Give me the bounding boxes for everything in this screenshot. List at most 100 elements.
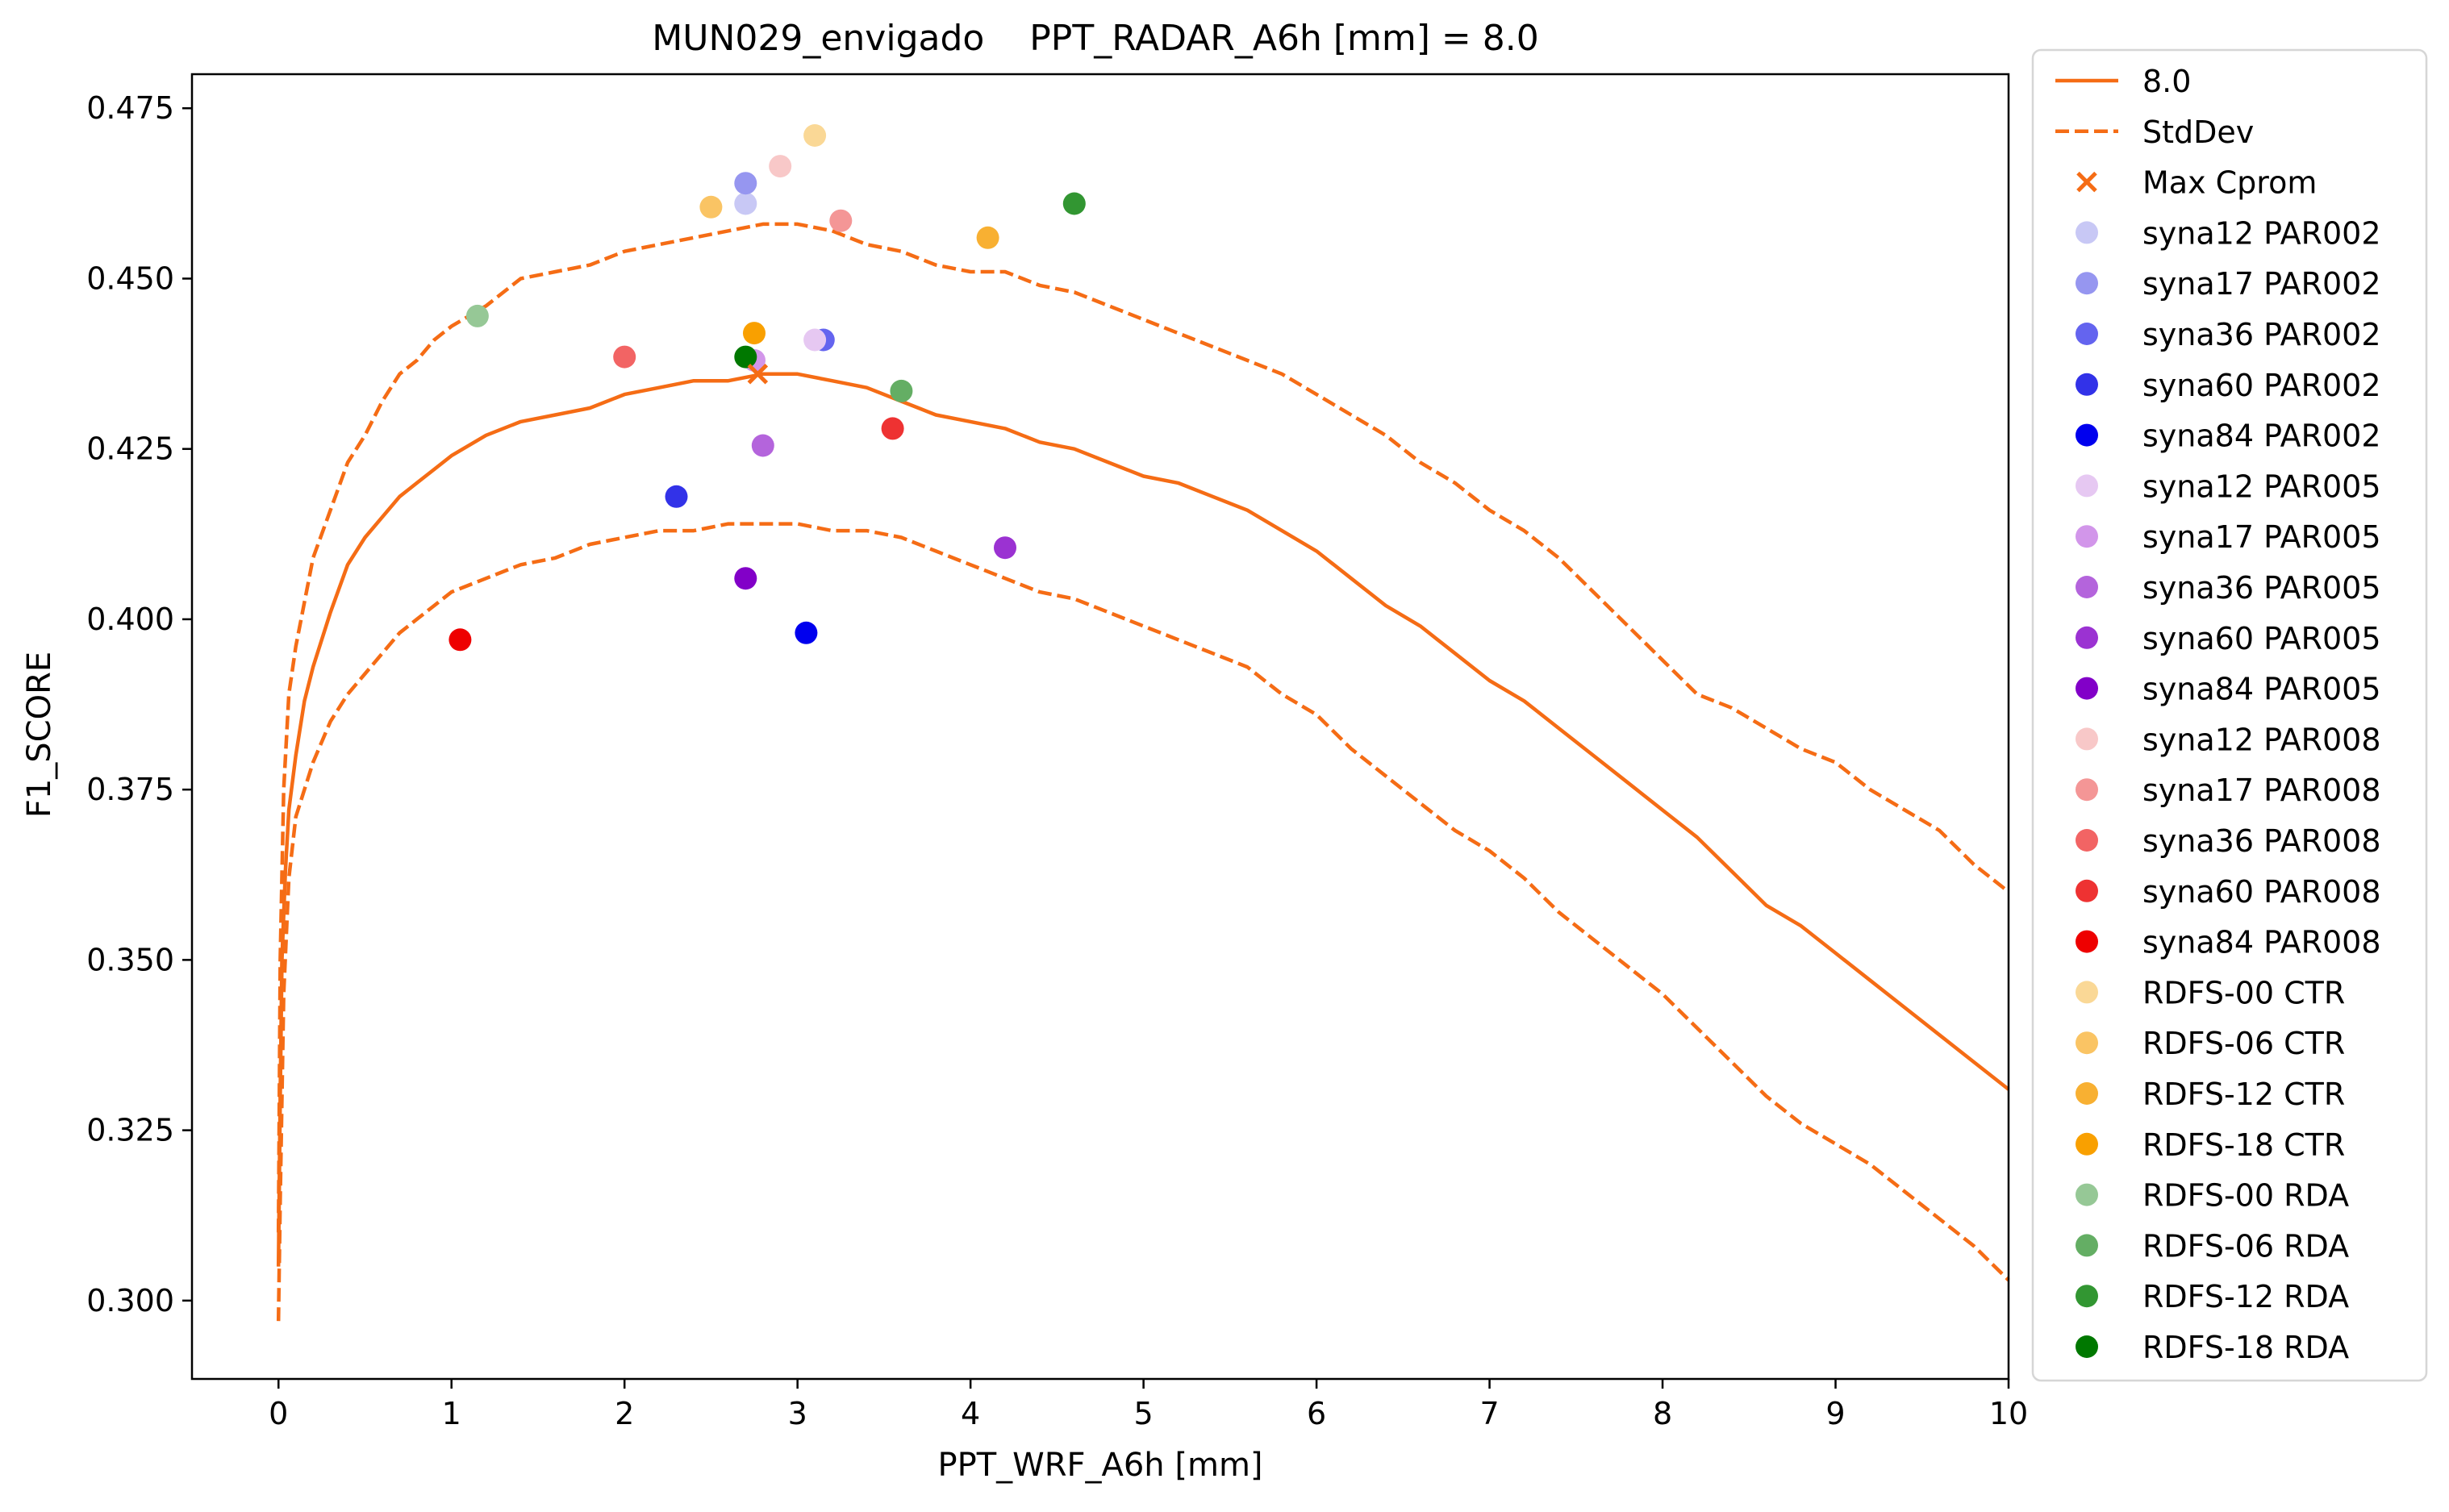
legend-label: RDFS-12 RDA: [2142, 1279, 2349, 1314]
point-syna60-par008: [881, 417, 904, 440]
x-axis-label: PPT_WRF_A6h [mm]: [937, 1447, 1262, 1484]
legend-item: RDFS-18 RDA: [2076, 1330, 2349, 1365]
point-rdfs-12-rda: [1062, 192, 1086, 215]
legend-label: syna12 PAR005: [2142, 469, 2381, 504]
legend-label: 8.0: [2142, 64, 2191, 99]
x-axis: 0 1 2 3 4 5 6 7 8 9 10: [269, 1379, 2028, 1431]
legend-handle-dot: [2076, 981, 2098, 1004]
legend-label: Max Cprom: [2142, 165, 2317, 201]
legend-handle-dot: [2076, 1132, 2098, 1156]
point-rdfs-12-ctr: [976, 226, 999, 249]
legend-label: syna60 PAR005: [2142, 621, 2381, 656]
legend-handle-dot: [2076, 1234, 2098, 1257]
legend-item: RDFS-00 CTR: [2076, 975, 2345, 1010]
point-syna36-par008: [613, 345, 636, 369]
legend-label: syna12 PAR008: [2142, 722, 2381, 757]
y-axis: 0.300 0.325 0.350 0.375 0.400 0.425 0.450 0.475: [86, 90, 192, 1318]
legend-label: syna36 PAR005: [2142, 570, 2381, 606]
legend-label: syna17 PAR008: [2142, 773, 2381, 808]
legend-label: syna36 PAR002: [2142, 317, 2381, 352]
legend-label: RDFS-18 RDA: [2142, 1330, 2349, 1365]
legend-label: syna17 PAR002: [2142, 266, 2381, 302]
legend-label: RDFS-00 RDA: [2142, 1178, 2349, 1214]
point-rdfs-00-ctr: [803, 124, 827, 147]
y-tick-label: 0.400: [86, 602, 174, 637]
legend-handle-dot: [2076, 272, 2098, 295]
legend-handle-dot: [2076, 525, 2098, 548]
legend-label: StdDev: [2142, 115, 2254, 150]
series-line-stddev-2: [276, 222, 2010, 1233]
legend-label: RDFS-12 CTR: [2142, 1077, 2345, 1112]
legend-item: RDFS-18 CTR: [2076, 1127, 2345, 1163]
legend-label: RDFS-18 CTR: [2142, 1127, 2345, 1163]
x-tick-label: 3: [788, 1396, 807, 1431]
legend-item: syna60 PAR005: [2076, 621, 2381, 656]
legend-item: syna60 PAR002: [2076, 368, 2381, 403]
legend-label: syna84 PAR008: [2142, 925, 2381, 960]
point-syna12-par008: [769, 155, 792, 178]
legend-label: syna84 PAR005: [2142, 672, 2381, 707]
point-syna12-par005: [803, 328, 827, 352]
y-tick-label: 0.350: [86, 942, 174, 977]
point-rdfs-18-rda: [734, 345, 757, 369]
point-rdfs-00-rda: [465, 304, 489, 327]
point-syna84-par002: [795, 621, 818, 644]
x-tick-label: 5: [1134, 1396, 1154, 1431]
legend-label: RDFS-06 RDA: [2142, 1228, 2349, 1264]
legend-handle-dot: [2076, 576, 2098, 598]
legend-item: syna17 PAR005: [2076, 519, 2381, 555]
series-line-mean: [276, 372, 2010, 1267]
x-tick-label: 8: [1653, 1396, 1672, 1431]
legend-label: RDFS-06 CTR: [2142, 1026, 2345, 1061]
legend-item: syna84 PAR008: [2076, 925, 2381, 960]
legend-item: syna84 PAR002: [2076, 419, 2381, 454]
legend-label: syna36 PAR008: [2142, 823, 2381, 859]
legend-item: syna36 PAR002: [2076, 317, 2381, 352]
legend-handle-dot: [2076, 626, 2098, 649]
legend-handle-dot: [2076, 221, 2098, 244]
y-tick-label: 0.325: [86, 1113, 174, 1148]
legend-label: syna60 PAR008: [2142, 874, 2381, 910]
legend-item: syna84 PAR005: [2076, 672, 2381, 707]
x-tick-label: 4: [961, 1396, 980, 1431]
point-syna60-par005: [994, 536, 1016, 560]
legend-handle-dot: [2076, 423, 2098, 447]
legend-handle-dot: [2076, 778, 2098, 802]
legend-handle-dot: [2076, 1031, 2098, 1055]
legend-item: RDFS-06 RDA: [2076, 1228, 2349, 1264]
legend-handle-dot: [2076, 879, 2098, 902]
y-tick-label: 0.300: [86, 1283, 174, 1318]
legend-item: Max Cprom: [2076, 165, 2317, 201]
legend-item: syna36 PAR005: [2076, 570, 2381, 606]
legend-item: syna12 PAR005: [2076, 469, 2381, 504]
legend-handle-dot: [2076, 1335, 2098, 1358]
x-tick-label: 6: [1307, 1396, 1326, 1431]
point-syna36-par005: [751, 434, 774, 457]
legend-handle-dot: [2076, 1285, 2098, 1308]
point-syna17-par008: [829, 209, 853, 232]
legend-handle-dot: [2076, 474, 2098, 498]
y-tick-label: 0.475: [86, 90, 174, 126]
legend-handle-dot: [2076, 1183, 2098, 1206]
point-syna17-par002: [734, 172, 757, 195]
chart-title: MUN029_envigado PPT_RADAR_A6h [mm] = 8.0: [652, 18, 1538, 59]
legend-handle-dot: [2076, 1082, 2098, 1105]
legend-item: RDFS-12 RDA: [2076, 1279, 2349, 1314]
series-line-stddev-1: [276, 522, 2010, 1322]
legend-item: RDFS-06 CTR: [2076, 1026, 2345, 1061]
legend-handle-dot: [2076, 373, 2098, 396]
x-tick-label: 2: [615, 1396, 634, 1431]
point-syna84-par005: [734, 567, 757, 590]
point-syna84-par008: [448, 628, 472, 652]
y-axis-label: F1_SCORE: [21, 652, 58, 818]
point-rdfs-06-rda: [890, 379, 913, 402]
legend-label: syna17 PAR005: [2142, 519, 2381, 555]
y-tick-label: 0.375: [86, 772, 174, 807]
plot-content: [276, 124, 2010, 1322]
y-tick-label: 0.425: [86, 431, 174, 467]
point-rdfs-06-ctr: [699, 195, 723, 219]
x-tick-label: 7: [1479, 1396, 1499, 1431]
legend-item: syna12 PAR008: [2076, 722, 2381, 757]
